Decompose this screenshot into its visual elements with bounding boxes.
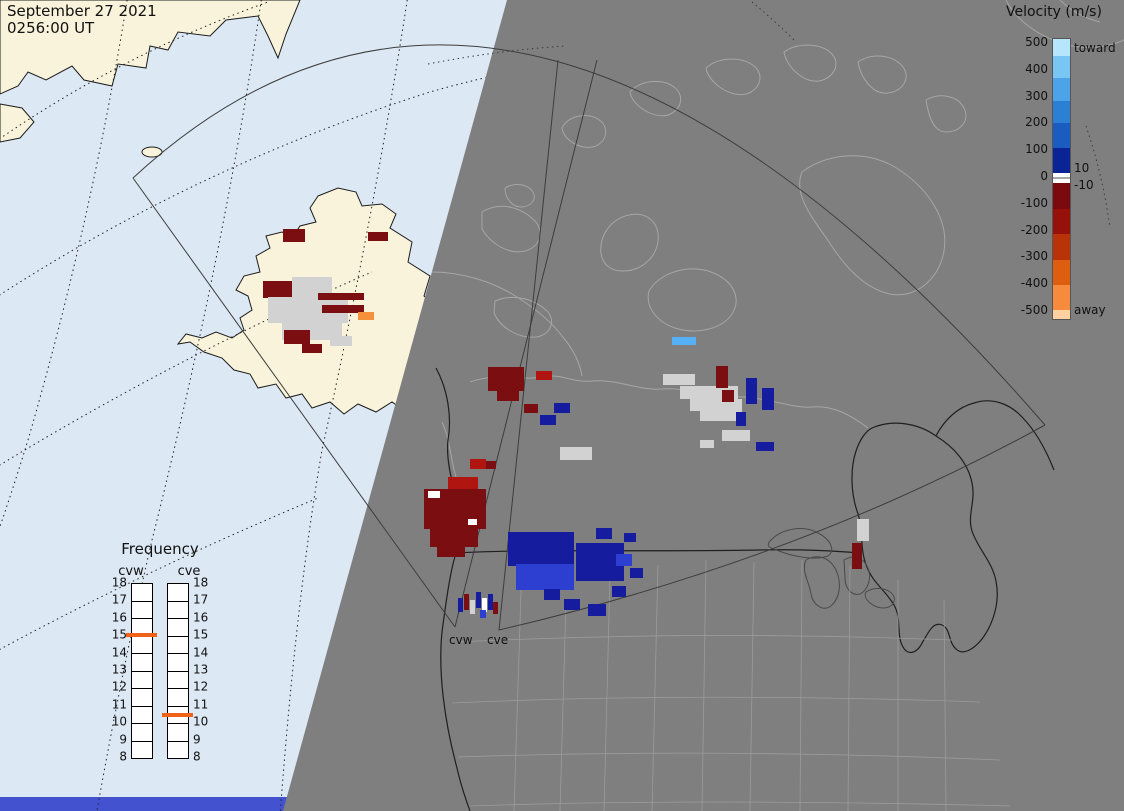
victoria-island-outline xyxy=(647,268,737,332)
date-text: September 27 2021 xyxy=(7,2,157,20)
fov-inner-edge-1 xyxy=(454,59,598,628)
frequency-ladder: cve 18 17 16 15 14 13 12 11 10 9 8 xyxy=(162,564,211,764)
frequency-marker xyxy=(126,633,157,638)
frequency-legend-title: Frequency xyxy=(121,540,199,558)
velocity-legend: Velocity (m/s) 500 400 300 200 100 0 -100 -200-… xyxy=(1000,2,1124,332)
ladder-label: cve xyxy=(177,564,201,579)
neg-threshold-label: -10 xyxy=(1074,178,1094,192)
frequency-ladder: cvw 18 17 16 15 14 13 12 11 10 9 8 xyxy=(109,564,157,764)
fov-outer-arc xyxy=(132,44,1046,426)
velocity-ticks: 500 400 300 200 100 0 -100 -200 -300 -400 -500 xyxy=(1020,34,1048,317)
graticule-day xyxy=(0,0,561,811)
ladder-numbers: 18 17 16 15 14 13 12 11 10 9 8 xyxy=(111,575,127,764)
hudson-strait-outline xyxy=(935,400,1055,471)
velocity-side-labels: toward 10 -10 away xyxy=(1074,38,1124,318)
banks-island-outline xyxy=(600,213,659,272)
velocity-legend-title: Velocity (m/s) xyxy=(1006,4,1102,20)
fov-left-edge xyxy=(132,177,456,628)
away-label: away xyxy=(1074,302,1106,317)
map-lower-edge xyxy=(0,797,300,811)
state-borders xyxy=(451,559,1011,811)
ladder-cells xyxy=(131,583,153,759)
velocity-colorbar xyxy=(1052,38,1071,320)
frequency-marker xyxy=(162,713,193,718)
coastal-island xyxy=(0,103,35,143)
small-island xyxy=(141,146,163,158)
ladder-cells xyxy=(167,583,189,759)
chukotka-landmass xyxy=(0,0,301,95)
graticule-night xyxy=(427,1,1111,229)
radar-site-label-cve: cve xyxy=(487,633,509,647)
timestamp: September 27 2021 0256:00 UT xyxy=(7,2,157,38)
baffin-island-outline xyxy=(799,155,946,296)
radar-site-label-cvw: cvw xyxy=(449,633,473,647)
time-text: 0256:00 UT xyxy=(7,19,95,38)
toward-label: toward xyxy=(1074,41,1116,56)
fov-right-edge xyxy=(498,424,1046,631)
ladder-numbers: 18 17 16 15 14 13 12 11 10 9 8 xyxy=(193,575,209,764)
ladder-label: cvw xyxy=(118,564,144,579)
radar-fov-boundaries xyxy=(132,44,1046,631)
frequency-legend: Frequency cvw 18 17 16 15 14 13 12 11 10 9 8 cve 1… xyxy=(88,540,232,764)
radar-data-layer xyxy=(263,229,869,618)
frequency-ladders-row: cvw 18 17 16 15 14 13 12 11 10 9 8 cve 18 17 16 15 14 1… xyxy=(88,564,232,764)
pos-threshold-label: 10 xyxy=(1074,161,1090,176)
